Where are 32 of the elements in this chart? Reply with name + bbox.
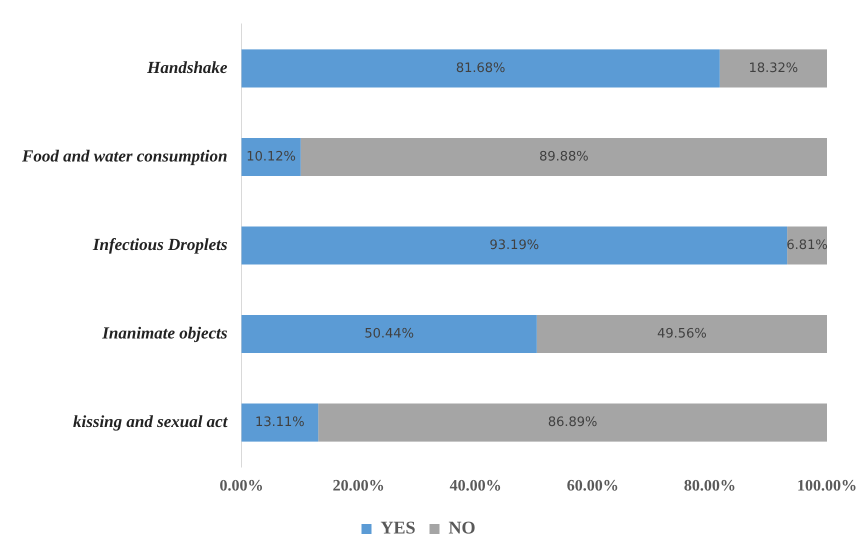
bar [241, 226, 788, 265]
x-tick-label: 100.00% [797, 478, 857, 495]
y-tick-label: kissing and sexual act [73, 412, 229, 431]
data-label: 13.11% [255, 414, 305, 430]
data-label: 93.19% [490, 238, 540, 253]
legend-label: YES [380, 518, 416, 538]
bar [241, 138, 301, 176]
data-label: 49.56% [657, 326, 707, 342]
y-tick-label: Handshake [146, 58, 228, 77]
bar [536, 314, 827, 354]
x-tick-label: 0.00% [219, 478, 264, 495]
bar [241, 404, 318, 442]
y-tick-label: Infectious Droplets [92, 234, 228, 254]
bar [300, 138, 827, 176]
data-label: 6.81% [786, 238, 828, 253]
data-label: 10.12% [246, 149, 296, 164]
data-label: 50.44% [364, 326, 414, 342]
legend-label: NO [448, 518, 476, 538]
x-tick-label: 40.00% [450, 478, 502, 495]
y-tick-label: Food and water consumption [20, 146, 228, 166]
x-tick-label: 20.00% [332, 478, 385, 495]
data-label: 86.89% [548, 414, 598, 430]
y-tick-label: Inanimate objects [101, 323, 228, 342]
data-label: 89.88% [539, 149, 589, 164]
data-label: 18.32% [748, 60, 798, 76]
bar [241, 49, 720, 88]
data-label: 81.68% [456, 60, 506, 76]
x-tick-label: 80.00% [684, 478, 736, 495]
bar [318, 404, 827, 442]
bar [720, 49, 827, 88]
bar [241, 314, 537, 354]
x-tick-label: 60.00% [566, 478, 619, 495]
